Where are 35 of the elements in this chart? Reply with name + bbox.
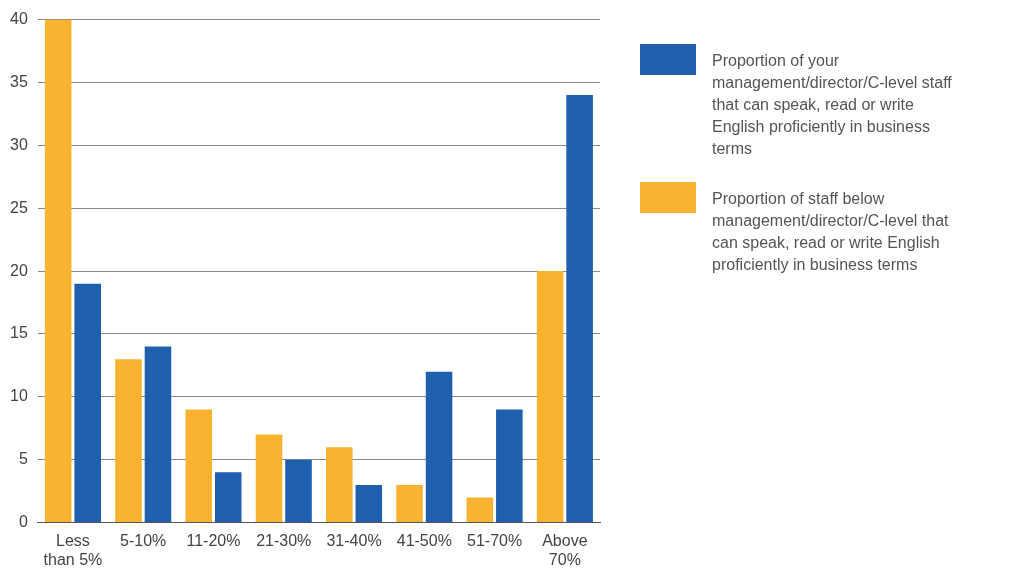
- bar: [425, 371, 453, 523]
- y-tick-label: 30: [10, 135, 28, 153]
- x-tick-label: 21-30%: [256, 531, 312, 549]
- bar: [185, 409, 213, 523]
- y-tick-label: 10: [10, 387, 28, 405]
- bar: [285, 459, 312, 523]
- x-tick-label: 31-40%: [326, 531, 382, 549]
- y-tick-label: 15: [10, 324, 28, 342]
- bar: [536, 271, 564, 523]
- x-tick-label: 11-20%: [186, 531, 241, 549]
- bar: [566, 95, 593, 523]
- bar: [355, 484, 383, 523]
- bar: [396, 484, 423, 523]
- y-tick-label: 20: [10, 261, 28, 279]
- x-tick-label: Above 70%: [542, 531, 588, 568]
- bar: [255, 434, 283, 523]
- y-tick-label: 25: [10, 198, 28, 216]
- y-tick-label: 40: [10, 10, 28, 28]
- bar: [44, 19, 72, 523]
- bar: [466, 497, 494, 523]
- bar: [144, 346, 172, 523]
- y-tick-label: 0: [18, 513, 28, 531]
- x-tick-label: 51-70%: [467, 531, 523, 549]
- legend-label: Proportion of staff below management/director/C-level that can speak, read or write English proficiently in business terms: [712, 189, 950, 275]
- x-tick-label: Less than 5%: [43, 531, 103, 568]
- x-tick-label: 5-10%: [120, 531, 167, 549]
- bar: [115, 359, 142, 523]
- bar: [214, 472, 242, 523]
- bar: [326, 447, 353, 523]
- y-tick-label: 35: [10, 72, 28, 90]
- bar: [74, 283, 101, 523]
- y-tick-label: 5: [18, 450, 28, 468]
- legend-label: Proportion of your management/director/C-level staff that can speak, read or write English proficiently in business terms: [712, 51, 953, 159]
- x-tick-label: 41-50%: [396, 531, 452, 549]
- bar: [496, 409, 523, 523]
